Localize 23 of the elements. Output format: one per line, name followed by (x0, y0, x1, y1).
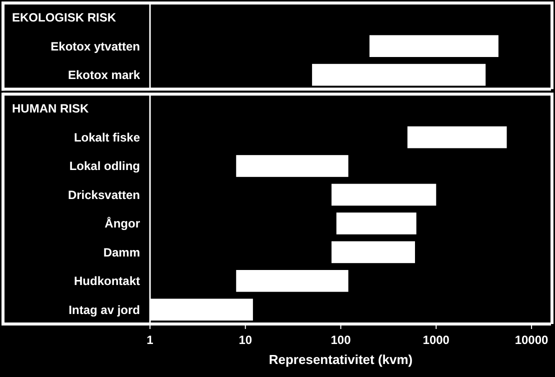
bar (332, 241, 415, 264)
bar (236, 270, 348, 292)
y-tick-label: Intag av jord (68, 302, 140, 317)
bar (407, 126, 507, 148)
bar (332, 184, 436, 206)
bar (336, 212, 416, 234)
y-tick-label: Hudkontakt (74, 274, 140, 288)
y-tick-label: Ångor (104, 216, 140, 231)
y-tick-label: Dricksvatten (68, 188, 140, 202)
x-tick-label: 1 (146, 333, 154, 347)
y-tick-label: Ekotox mark (68, 68, 140, 82)
bar (236, 155, 348, 177)
x-axis-title: Representativitet (kvm) (268, 352, 413, 367)
y-tick-label: Ekotox ytvatten (50, 39, 140, 54)
x-tick-label: 10 (238, 333, 252, 347)
x-tick-label: 1000 (422, 333, 450, 347)
text: EKOLOGISK RISK (12, 10, 116, 25)
y-tick-label: Damm (103, 245, 140, 260)
y-tick-label: Lokalt fiske (74, 130, 140, 144)
y-tick-label: Lokal odling (69, 159, 140, 174)
text: HUMAN RISK (12, 102, 89, 116)
x-tick-label: 100 (330, 333, 352, 347)
x-tick-label: 10000 (514, 333, 549, 347)
